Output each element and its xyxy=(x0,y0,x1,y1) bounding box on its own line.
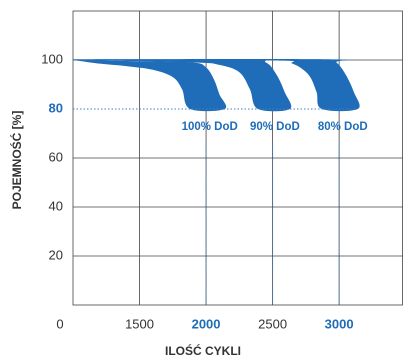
series-label: 80% DoD xyxy=(318,121,368,133)
capacity-band xyxy=(73,59,360,112)
capacity-band xyxy=(73,59,292,112)
y-tick-label: 80 xyxy=(49,100,63,115)
series-label: 100% DoD xyxy=(182,121,238,133)
x-tick-label: 1500 xyxy=(125,316,154,331)
y-axis-title: POJEMNOŚĆ [%] xyxy=(9,111,24,210)
x-tick-label: 2000 xyxy=(192,316,221,331)
y-tick-label: 40 xyxy=(49,198,63,213)
x-axis-title: ILOŚĆ CYKLI xyxy=(165,343,241,358)
y-tick-label: 20 xyxy=(49,247,63,262)
series-label: 90% DoD xyxy=(250,121,300,133)
capacity-band xyxy=(73,60,227,112)
y-tick-label: 100 xyxy=(41,51,63,66)
x-tick-label: 2500 xyxy=(258,316,287,331)
x-tick-label: 3000 xyxy=(325,316,354,331)
origin-label: 0 xyxy=(56,316,63,331)
y-tick-label: 60 xyxy=(49,149,63,164)
